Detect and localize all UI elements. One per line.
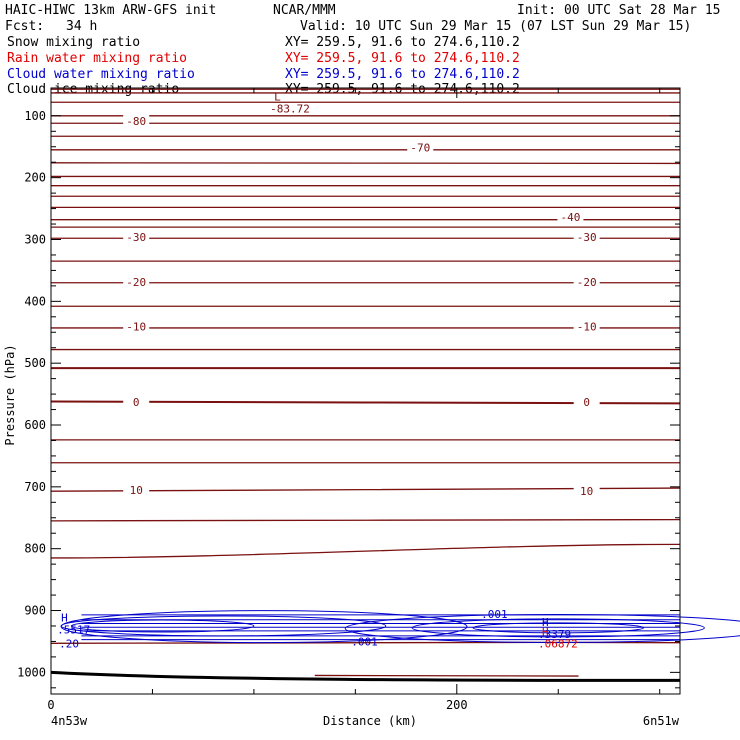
- y-axis-title: Pressure (hPa): [3, 344, 17, 445]
- contour-label-background: [407, 140, 434, 153]
- extremum-symbol: H: [61, 612, 68, 625]
- legend-snow-xy: XY= 259.5, 91.6 to 274.6,110.2: [285, 35, 520, 50]
- org-label: NCAR/MMM: [273, 3, 336, 18]
- legend-rain-xy: XY= 259.5, 91.6 to 274.6,110.2: [285, 51, 520, 66]
- contour-label-background: [123, 275, 150, 288]
- contour-label-background: [573, 484, 600, 497]
- temperature-contour-label: -10: [577, 321, 597, 334]
- right-endpoint-label: 6n51w: [643, 714, 680, 728]
- cloud-water-contours: [60, 610, 740, 644]
- y-tick-label: 1000: [17, 665, 46, 679]
- ground-surface-line: [50, 670, 681, 682]
- y-tick-label: 400: [24, 294, 46, 308]
- y-tick-label: 700: [24, 480, 46, 494]
- contour-labels: -80 -70 -40 -30 -30 -20 -20 -10 -10 0 0 10 10 L-83.72…: [57, 90, 600, 650]
- extremum-value: .5517: [57, 624, 90, 637]
- x-tick-label: 200: [446, 698, 468, 712]
- cloud-water-contour-ring: [472, 622, 644, 634]
- fcst-value: 34 h: [66, 19, 97, 34]
- temperature-contour-label: -80: [126, 115, 146, 128]
- extremum-value: .3379: [538, 628, 571, 641]
- extremum-value: .06872: [538, 637, 578, 650]
- temperature-contour-label: 10: [130, 484, 143, 497]
- x-axis-title: Distance (km): [323, 714, 417, 728]
- temperature-contour-line: [50, 543, 681, 559]
- legend-cloudwater-xy: XY= 259.5, 91.6 to 274.6,110.2: [285, 67, 520, 82]
- temperature-contour-line: [314, 674, 579, 677]
- y-tick-label: 600: [24, 418, 46, 432]
- temperature-contour-label: -70: [410, 141, 430, 154]
- temperature-contour-label: -30: [577, 231, 597, 244]
- legend-cloudwater-name: Cloud water mixing ratio: [7, 67, 195, 82]
- legend-snow-name: Snow mixing ratio: [7, 35, 140, 50]
- extremum-symbol: H: [542, 616, 549, 629]
- cloud-water-contour-ring: [60, 615, 387, 637]
- contour-label-background: [557, 210, 584, 223]
- temperature-contour-label: -40: [560, 211, 580, 224]
- plot-frame: [50, 87, 681, 695]
- model-title: HAIC-HIWC 13km ARW-GFS init: [5, 3, 216, 18]
- contour-label-background: [123, 482, 150, 495]
- contour-label-background: [123, 395, 150, 408]
- contour-label-background: [123, 230, 150, 243]
- extremum-value: -83.72: [270, 102, 310, 115]
- contour-label-background: [123, 319, 150, 332]
- y-tick-label: 900: [24, 604, 46, 618]
- x-tick-label: 0: [47, 698, 54, 712]
- y-tick-label: 100: [24, 109, 46, 123]
- left-endpoint-label: 4n53w: [51, 714, 88, 728]
- y-tick-label: 800: [24, 542, 46, 556]
- y-tick-label: 500: [24, 356, 46, 370]
- init-time: Init: 00 UTC Sat 28 Mar 15: [517, 3, 721, 18]
- fcst-label: Fcst:: [5, 19, 44, 34]
- y-tick-label: 300: [24, 233, 46, 247]
- x-axis-ticks: 0 200: [47, 88, 661, 712]
- temperature-contour-label: 0: [583, 396, 590, 409]
- temperature-contour-label: -10: [126, 321, 146, 334]
- cloud-water-contour-label: .001: [481, 608, 508, 621]
- temperature-contour-line: [50, 162, 681, 165]
- contour-label-background: [573, 319, 600, 332]
- cloud-water-contour-ring: [344, 613, 740, 643]
- legend-rain-name: Rain water mixing ratio: [7, 51, 187, 66]
- ground-line: [50, 670, 681, 682]
- temperature-contour-line: [50, 518, 681, 522]
- y-tick-label: 200: [24, 171, 46, 185]
- temperature-contour-label: 0: [133, 396, 140, 409]
- temperature-contour-label: -30: [126, 231, 146, 244]
- cloud-water-contour-ring: [411, 618, 705, 638]
- cloud-water-contour-ring: [70, 619, 255, 633]
- contour-label-background: [573, 230, 600, 243]
- cloud-water-contour-ring: [60, 610, 468, 644]
- extremum-symbol: L: [274, 90, 281, 103]
- temperature-contour-label: 10: [580, 485, 593, 498]
- temperature-contours: [50, 88, 681, 677]
- temperature-contour-label: -20: [577, 276, 597, 289]
- contour-label-background: [123, 113, 150, 126]
- cloud-water-contour-label: .001: [351, 635, 378, 648]
- extremum-symbol: H: [542, 625, 549, 638]
- contour-label-background: [573, 275, 600, 288]
- temperature-contour-label: -20: [126, 276, 146, 289]
- cloud-water-contour-label: .20: [59, 637, 79, 650]
- valid-time: Valid: 10 UTC Sun 29 Mar 15 (07 LST Sun …: [300, 19, 691, 34]
- contour-label-background: [573, 395, 600, 408]
